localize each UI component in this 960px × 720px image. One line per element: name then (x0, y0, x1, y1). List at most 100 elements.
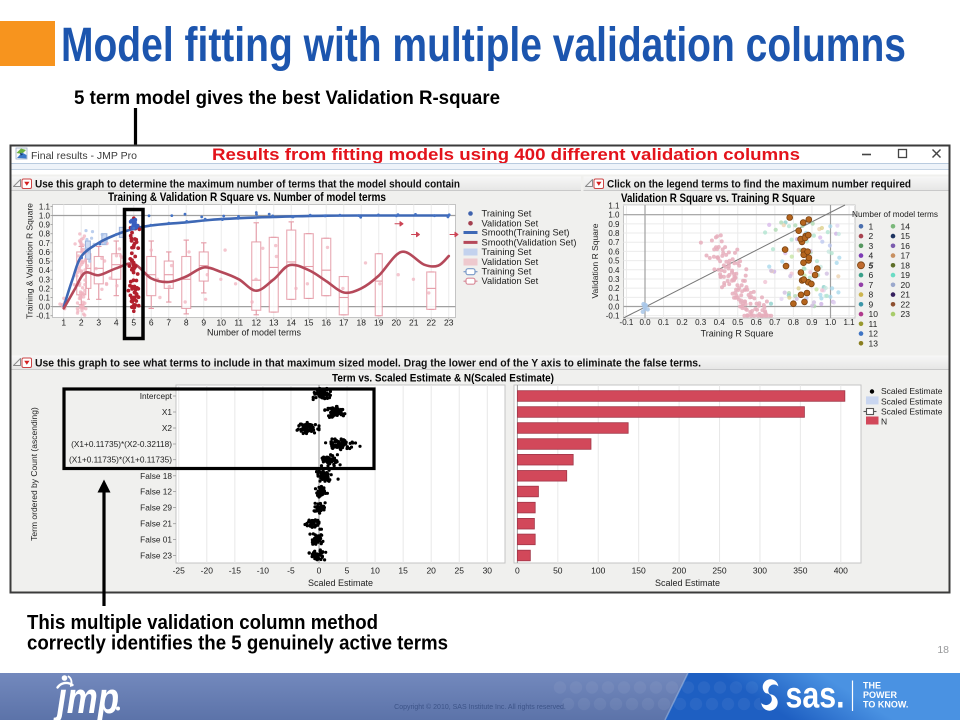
svg-text:350: 350 (793, 566, 807, 576)
svg-text:-0.1: -0.1 (620, 318, 634, 327)
svg-text:Intercept: Intercept (140, 391, 173, 401)
svg-text:Validation R Square: Validation R Square (590, 223, 600, 298)
svg-text:9: 9 (201, 318, 206, 328)
svg-text:4: 4 (114, 318, 119, 328)
svg-text:X1: X1 (162, 407, 173, 417)
svg-text:150: 150 (632, 566, 646, 576)
svg-text:Training & Validation R Square: Training & Validation R Square vs. Numbe… (108, 192, 386, 204)
svg-text:16: 16 (901, 241, 911, 251)
svg-text:18: 18 (901, 260, 911, 270)
svg-text:0.1: 0.1 (608, 293, 620, 302)
svg-text:12: 12 (252, 318, 262, 328)
svg-text:1: 1 (869, 221, 874, 231)
svg-text:0.6: 0.6 (608, 247, 620, 256)
svg-text:(X1+0.11735)*(X2-0.32118): (X1+0.11735)*(X2-0.32118) (71, 439, 172, 449)
svg-text:3: 3 (96, 318, 101, 328)
svg-text:0: 0 (515, 566, 520, 576)
svg-text:Training Set: Training Set (482, 247, 532, 257)
svg-text:Model fitting with multiple va: Model fitting with multiple validation c… (61, 19, 906, 72)
svg-text:False 23: False 23 (140, 551, 172, 561)
svg-text:22: 22 (901, 299, 911, 309)
svg-text:20: 20 (426, 566, 436, 576)
svg-text:Training Set: Training Set (482, 267, 532, 277)
svg-text:Use this graph to see what ter: Use this graph to see what terms to incl… (35, 358, 701, 370)
svg-text:Training R Square: Training R Square (701, 329, 774, 339)
svg-text:2: 2 (869, 231, 874, 241)
svg-text:100: 100 (591, 566, 605, 576)
svg-text:0.2: 0.2 (608, 284, 620, 293)
svg-text:0.9: 0.9 (39, 221, 51, 230)
svg-text:Validation Set: Validation Set (482, 276, 539, 286)
svg-text:18: 18 (357, 318, 367, 328)
svg-text:9: 9 (869, 299, 874, 309)
svg-text:Validation R Square vs. Traini: Validation R Square vs. Training R Squar… (621, 193, 815, 205)
svg-text:21: 21 (901, 290, 911, 300)
svg-text:Click on the legend terms to f: Click on the legend terms to find the ma… (607, 179, 911, 191)
svg-text:0.8: 0.8 (39, 230, 51, 239)
svg-text:False 21: False 21 (140, 519, 172, 529)
svg-text:0.4: 0.4 (39, 266, 51, 275)
svg-text:N: N (881, 417, 887, 427)
svg-text:14: 14 (901, 221, 911, 231)
svg-text:4: 4 (869, 251, 874, 261)
svg-text:Validation Set: Validation Set (482, 257, 539, 267)
svg-text:X2: X2 (162, 423, 173, 433)
svg-text:1.0: 1.0 (825, 318, 837, 327)
svg-text:11: 11 (234, 318, 243, 328)
svg-text:20: 20 (392, 318, 402, 328)
svg-text:0.8: 0.8 (608, 229, 620, 238)
svg-text:(X1+0.11735)*(X1+0.11735): (X1+0.11735)*(X1+0.11735) (69, 455, 172, 465)
svg-text:0.5: 0.5 (732, 318, 744, 327)
svg-text:17: 17 (339, 318, 349, 328)
svg-text:23: 23 (901, 309, 911, 319)
svg-text:10: 10 (217, 318, 227, 328)
svg-text:8: 8 (869, 290, 874, 300)
svg-text:23: 23 (444, 318, 454, 328)
svg-text:17: 17 (901, 251, 911, 261)
svg-text:Scaled Estimate: Scaled Estimate (655, 578, 720, 588)
svg-text:1.1: 1.1 (39, 202, 51, 211)
svg-text:False 01: False 01 (140, 534, 172, 544)
svg-text:1.1: 1.1 (843, 318, 855, 327)
svg-text:6: 6 (149, 318, 154, 328)
svg-text:400: 400 (834, 566, 848, 576)
svg-text:19: 19 (901, 270, 911, 280)
svg-text:1.0: 1.0 (608, 211, 620, 220)
svg-text:-25: -25 (173, 566, 186, 576)
svg-text:14: 14 (287, 318, 297, 328)
svg-text:0.7: 0.7 (39, 239, 51, 248)
svg-text:Smooth(Training Set): Smooth(Training Set) (482, 228, 570, 238)
svg-text:250: 250 (712, 566, 726, 576)
svg-text:Copyright © 2010, SAS Institu: Copyright © 2010, SAS Institute Inc. All… (394, 703, 566, 711)
svg-text:TO KNOW.: TO KNOW. (863, 700, 908, 710)
svg-text:11: 11 (869, 319, 878, 329)
svg-text:0.0: 0.0 (39, 303, 51, 312)
svg-text:8: 8 (184, 318, 189, 328)
svg-text:Use this graph to determine th: Use this graph to determine the maximum … (35, 179, 460, 191)
svg-text:sas.: sas. (786, 675, 845, 716)
svg-text:Scaled Estimate: Scaled Estimate (308, 578, 373, 588)
svg-text:3: 3 (869, 241, 874, 251)
svg-text:THE: THE (863, 681, 881, 691)
svg-text:25: 25 (455, 566, 465, 576)
svg-text:0.5: 0.5 (608, 257, 620, 266)
svg-text:10: 10 (869, 309, 879, 319)
svg-text:19: 19 (374, 318, 384, 328)
svg-text:Scaled Estimate: Scaled Estimate (881, 396, 943, 406)
svg-text:-15: -15 (229, 566, 242, 576)
svg-text:300: 300 (753, 566, 767, 576)
svg-text:20: 20 (901, 280, 911, 290)
svg-text:1.1: 1.1 (608, 202, 620, 211)
svg-text:16: 16 (322, 318, 332, 328)
svg-text:-20: -20 (201, 566, 214, 576)
svg-text:0.1: 0.1 (39, 293, 51, 302)
svg-text:Final results - JMP Pro: Final results - JMP Pro (31, 150, 137, 162)
svg-text:0.3: 0.3 (39, 275, 51, 284)
svg-text:-10: -10 (257, 566, 270, 576)
svg-text:15: 15 (398, 566, 408, 576)
svg-text:0.3: 0.3 (608, 275, 620, 284)
svg-text:Term ordered by Count (ascendi: Term ordered by Count (ascending) (29, 407, 39, 541)
svg-text:22: 22 (427, 318, 437, 328)
svg-text:Results from fitting models us: Results from fitting models using 400 di… (212, 146, 800, 164)
svg-text:50: 50 (553, 566, 563, 576)
